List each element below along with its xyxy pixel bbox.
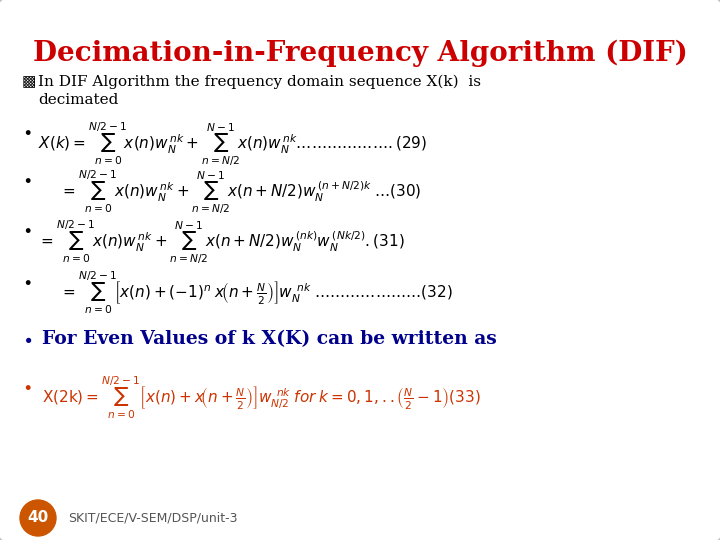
Text: $X(k) = \sum_{n=0}^{N/2-1}\! x(n)w_N^{\,nk}+\sum_{n=N/2}^{N-1}\! x(n)w_N^{\,nk}$: $X(k) = \sum_{n=0}^{N/2-1}\! x(n)w_N^{\,… [38,120,427,167]
Text: $\bullet$: $\bullet$ [22,220,32,238]
Text: ▩: ▩ [22,75,37,89]
Text: $= \sum_{n=0}^{N/2-1}\!\left[x(n)+(-1)^n\; x\!\left(n+\frac{N}{2}\right)\right]w: $= \sum_{n=0}^{N/2-1}\!\left[x(n)+(-1)^n… [60,270,453,316]
Text: 40: 40 [27,510,49,525]
Text: SKIT/ECE/V-SEM/DSP/unit-3: SKIT/ECE/V-SEM/DSP/unit-3 [68,511,238,524]
Text: In DIF Algorithm the frequency domain sequence X(k)  is: In DIF Algorithm the frequency domain se… [38,75,481,90]
Text: $\mathrm{X(2k)=}\sum_{n=0}^{N/2-1}\left[x(n)+x\!\left(n+\frac{N}{2}\right)\right: $\mathrm{X(2k)=}\sum_{n=0}^{N/2-1}\left[… [42,375,481,421]
Text: For Even Values of k X(K) can be written as: For Even Values of k X(K) can be written… [42,330,497,348]
Text: decimated: decimated [38,93,118,107]
Text: $= \sum_{n=0}^{N/2-1}\! x(n)w_N^{\,nk}+\sum_{n=N/2}^{N-1}\! x(n+N/2)w_N^{\,(nk)}: $= \sum_{n=0}^{N/2-1}\! x(n)w_N^{\,nk}+\… [38,218,405,266]
Text: $\bullet$: $\bullet$ [22,330,32,348]
Text: $\bullet$: $\bullet$ [22,377,32,395]
Circle shape [20,500,56,536]
Text: $\bullet$: $\bullet$ [22,122,32,140]
Text: Decimation-in-Frequency Algorithm (DIF): Decimation-in-Frequency Algorithm (DIF) [32,40,688,68]
Text: $\bullet$: $\bullet$ [22,272,32,290]
Text: $\bullet$: $\bullet$ [22,170,32,188]
Text: $= \sum_{n=0}^{N/2-1}\! x(n)w_N^{\,nk}+\sum_{n=N/2}^{N-1}\! x(n+N/2)w_N^{\,(n+N/: $= \sum_{n=0}^{N/2-1}\! x(n)w_N^{\,nk}+\… [60,168,421,215]
